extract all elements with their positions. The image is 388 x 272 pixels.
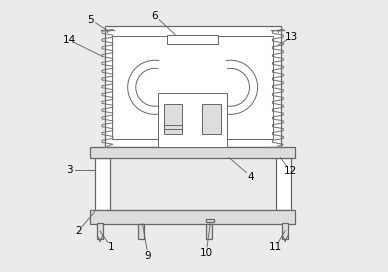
Bar: [164, 104, 182, 134]
Text: 6: 6: [151, 11, 158, 21]
Bar: [105, 26, 281, 147]
Bar: [158, 93, 227, 147]
Text: 11: 11: [268, 243, 282, 252]
Bar: [97, 223, 103, 239]
Text: 4: 4: [248, 172, 254, 182]
Text: 12: 12: [284, 166, 297, 176]
Bar: [90, 147, 296, 158]
Text: 14: 14: [62, 35, 76, 45]
Text: 5: 5: [87, 15, 94, 25]
Bar: [282, 223, 288, 239]
Text: 2: 2: [75, 226, 81, 236]
Bar: [112, 36, 273, 139]
Bar: [95, 158, 109, 210]
Text: 3: 3: [66, 165, 73, 175]
Text: 1: 1: [108, 243, 115, 252]
Bar: [90, 210, 296, 224]
Text: 9: 9: [145, 251, 151, 261]
Bar: [206, 224, 212, 239]
Text: 10: 10: [199, 248, 213, 258]
Text: 13: 13: [285, 32, 298, 42]
Bar: [138, 224, 144, 239]
Bar: [206, 219, 214, 222]
Bar: [167, 35, 218, 44]
Bar: [276, 158, 291, 210]
Bar: [202, 104, 220, 134]
